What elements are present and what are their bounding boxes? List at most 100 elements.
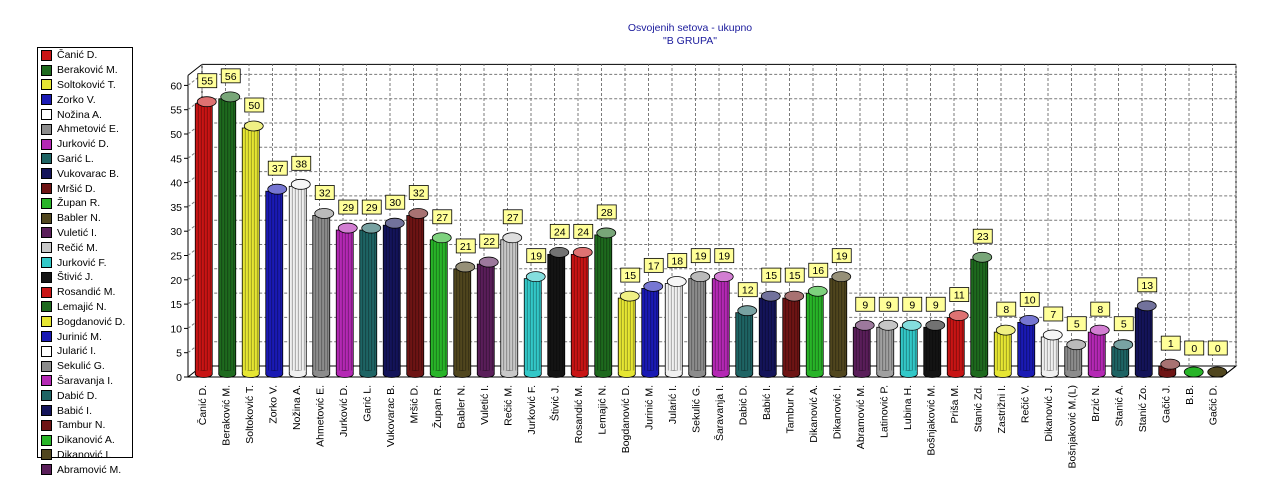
legend-swatch	[41, 345, 52, 357]
bar-cap	[760, 290, 781, 302]
bar-base-fill	[947, 370, 964, 374]
bar-base-fill	[1135, 370, 1152, 374]
y-tick-label: 50	[170, 129, 182, 141]
grid-line	[187, 171, 1236, 183]
bar-body	[876, 326, 895, 375]
legend-swatch	[41, 138, 52, 150]
x-tick-label: Vuletić I.	[479, 385, 491, 425]
x-tick-label: Gačić J.	[1160, 385, 1172, 423]
x-tick-label: Nožina A.	[291, 385, 303, 430]
bar	[758, 290, 781, 378]
y-tick-label: 45	[170, 153, 182, 165]
y-tick-label: 10	[170, 323, 182, 335]
bar-base-fill	[971, 370, 988, 374]
bar-body	[218, 98, 237, 375]
x-tick-label: Jurinić M.	[643, 385, 655, 430]
legend-label: Vukovarac B.	[57, 167, 120, 180]
legend-item: Rosandić M.	[38, 285, 132, 300]
legend-item: Mršić D.	[38, 181, 132, 196]
legend-label: Rosandić M.	[57, 286, 116, 299]
x-tick-label: Mršić D.	[408, 385, 420, 424]
bar-body	[429, 239, 448, 375]
legend-swatch	[41, 79, 52, 91]
bar-cap	[1136, 300, 1157, 312]
bar-base-fill	[289, 370, 306, 374]
legend-item: Šaravanja I.	[38, 374, 132, 389]
bar-body	[500, 239, 519, 375]
x-tick-label: Brzić N.	[1090, 385, 1102, 422]
bar	[829, 271, 852, 378]
legend-label: Garić L.	[57, 152, 94, 165]
bar-base-fill	[383, 370, 400, 374]
data-label: 5	[1074, 319, 1080, 331]
bar-body	[594, 234, 613, 375]
data-label-box	[244, 97, 265, 113]
data-label: 5	[1121, 319, 1127, 331]
legend-item: Zorko V.	[38, 92, 132, 107]
data-label: 27	[436, 212, 448, 224]
bar-cap	[361, 222, 382, 234]
bar	[899, 319, 922, 378]
data-label-box	[291, 155, 312, 171]
data-label-box	[526, 248, 547, 264]
data-label-box	[1207, 340, 1228, 356]
bar-base-fill	[571, 370, 588, 374]
bar-body	[1017, 321, 1036, 375]
bar-body	[993, 331, 1012, 375]
bar-cap	[713, 271, 734, 283]
bar-cap	[384, 217, 405, 229]
data-label-box	[267, 160, 288, 176]
bar-base-fill	[595, 370, 612, 374]
bar-cap	[431, 232, 452, 244]
data-label: 23	[977, 231, 989, 243]
bar-base-fill	[1159, 370, 1176, 374]
legend-swatch	[41, 360, 52, 372]
bar	[1134, 300, 1157, 378]
bar-base-fill	[477, 370, 494, 374]
bar-base-fill	[759, 370, 776, 374]
bar-cap	[1019, 314, 1040, 326]
bar	[335, 222, 358, 378]
x-tick-label: Dabić D.	[737, 385, 749, 425]
bar-base-fill	[712, 370, 729, 374]
data-label-box	[455, 238, 476, 254]
bar-cap	[408, 208, 429, 219]
x-tick-label: Sekulić G.	[690, 385, 702, 433]
x-tick-label: Lemajić N.	[596, 385, 608, 435]
legend-label: Tambur N.	[57, 419, 106, 432]
legend-item: Abramović M.	[38, 462, 132, 477]
bar-cap	[267, 183, 288, 195]
bar	[852, 319, 875, 378]
bar	[641, 280, 664, 378]
bar	[735, 305, 758, 378]
legend-item: Beraković M.	[38, 63, 132, 78]
x-tick-label: Jurković D.	[338, 385, 350, 437]
bar	[782, 290, 805, 378]
data-label: 16	[812, 265, 824, 277]
legend-item: Lemajić N.	[38, 300, 132, 315]
data-label-box	[502, 209, 523, 225]
y-tick-label: 15	[170, 299, 182, 311]
data-label-box	[878, 296, 899, 312]
bar-cap	[337, 222, 358, 234]
x-tick-label: Rečić V.	[1019, 385, 1031, 423]
y-tick-label: 55	[170, 105, 182, 117]
bar	[805, 285, 828, 378]
data-label: 18	[671, 256, 683, 268]
data-label-box	[1019, 291, 1040, 307]
bar-base-fill	[195, 370, 212, 374]
bar-cap	[690, 271, 711, 283]
legend-swatch	[41, 375, 52, 387]
data-label-box	[949, 287, 970, 302]
legend-label: Zorko V.	[57, 93, 96, 106]
x-tick-label: Zastrižni I.	[996, 385, 1008, 433]
data-label-box	[479, 233, 500, 249]
bar-cap	[572, 246, 593, 258]
bar-cap	[878, 319, 899, 331]
bar	[265, 183, 288, 378]
bar-base-fill	[242, 370, 259, 374]
x-tick-label: Rečić M.	[502, 385, 514, 426]
data-label: 21	[460, 241, 472, 253]
legend-item: Soltoković T.	[38, 78, 132, 93]
